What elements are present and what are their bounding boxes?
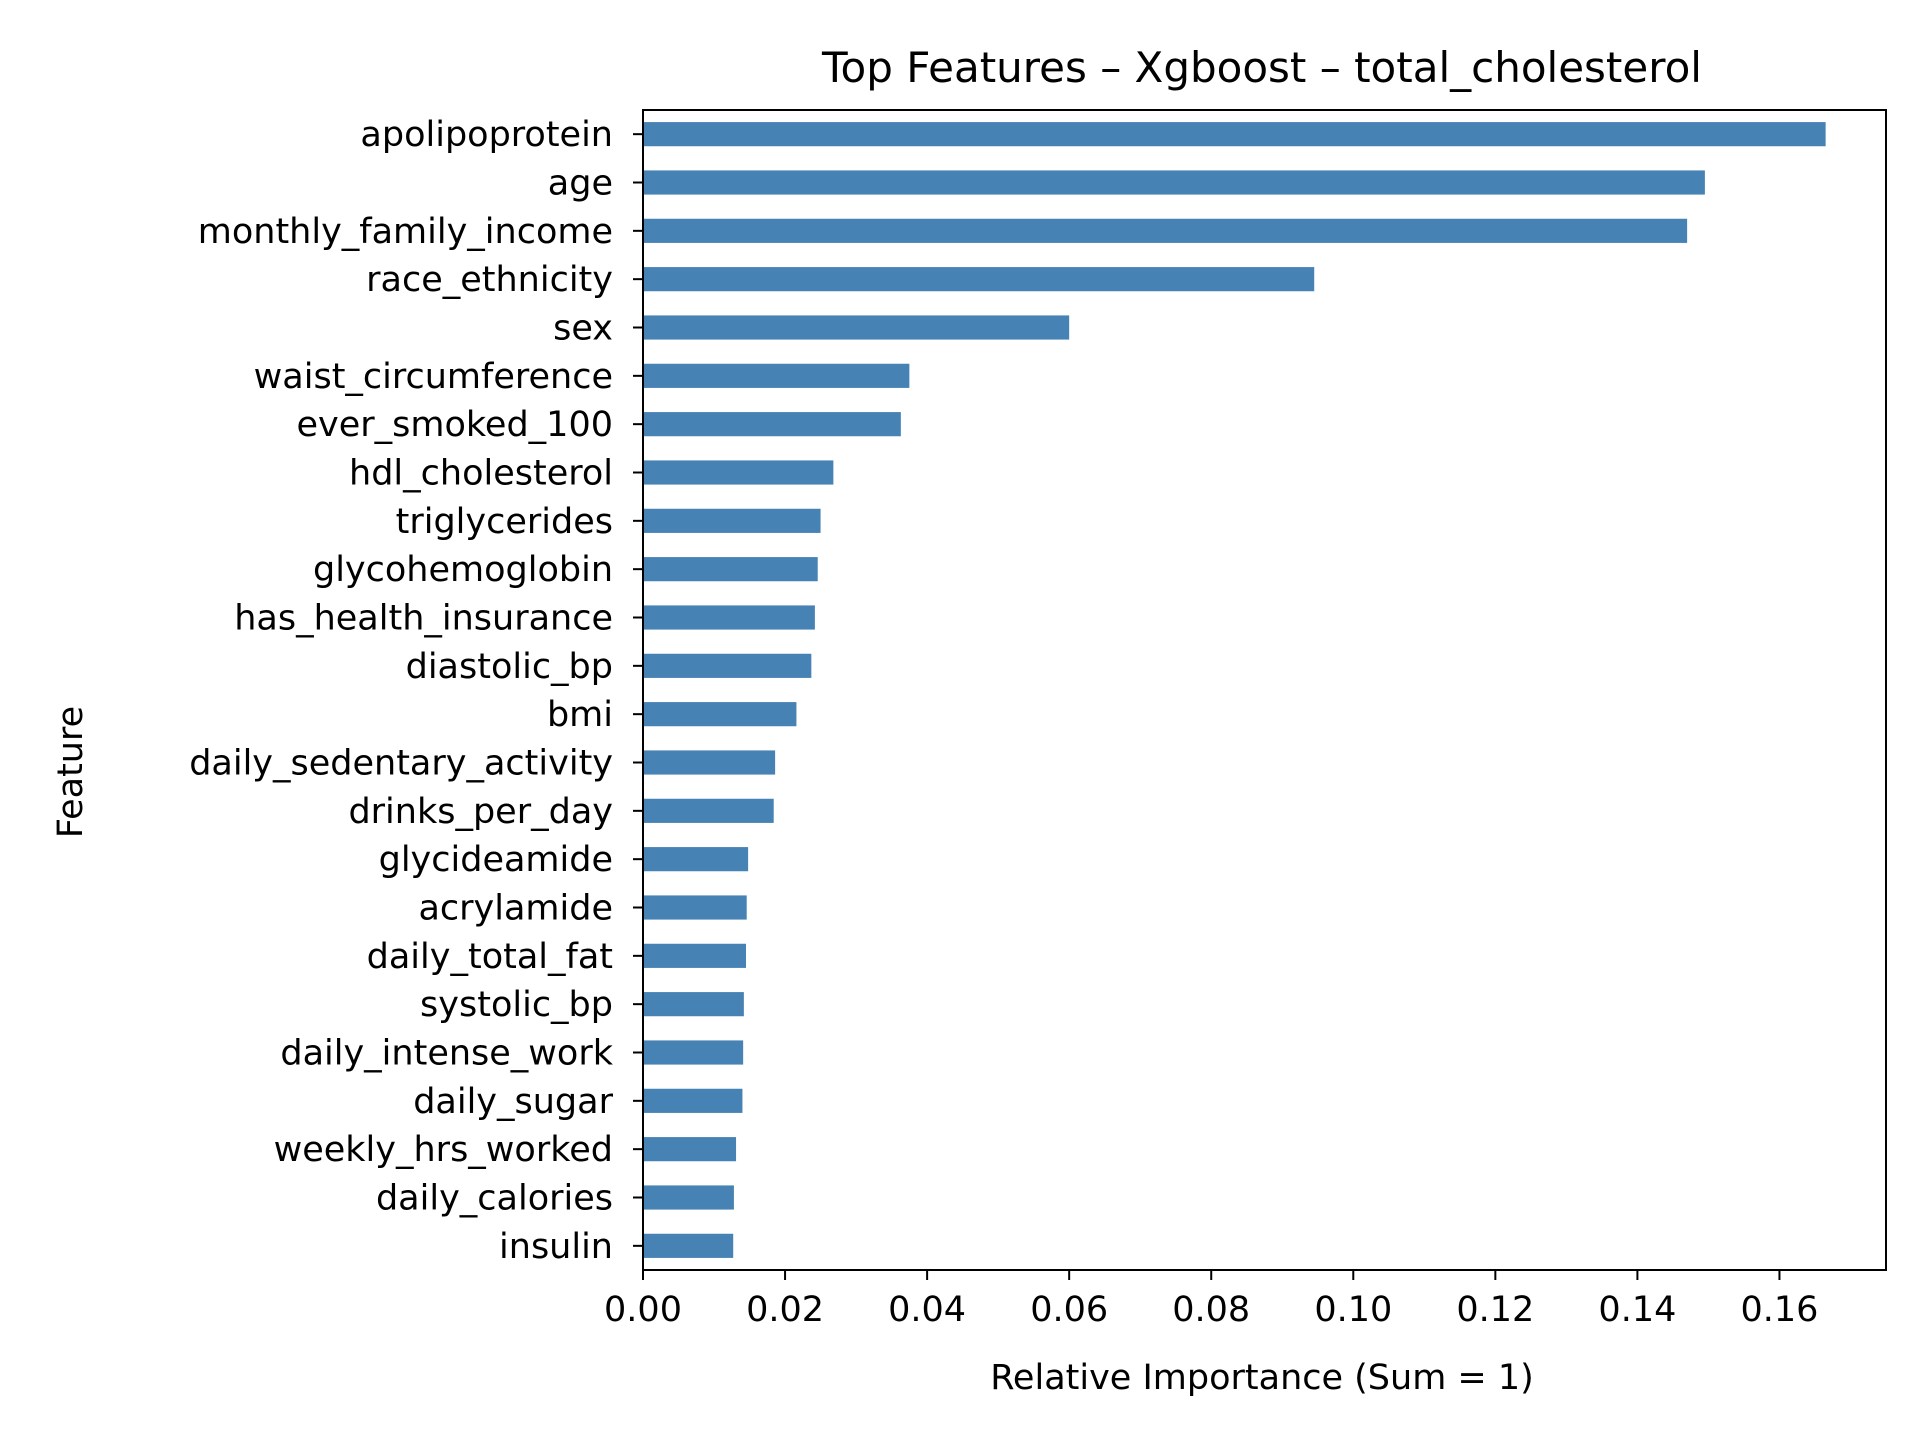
bar-glycideamide	[643, 847, 749, 872]
bar-glycohemoglobin	[643, 557, 818, 582]
y-tick-label: has_health_insurance	[234, 599, 613, 639]
bar-insulin	[643, 1233, 734, 1258]
y-tick-label: acrylamide	[418, 889, 613, 929]
bar-drinks_per_day	[643, 798, 774, 823]
bar-daily_sugar	[643, 1088, 743, 1113]
bar-diastolic_bp	[643, 653, 812, 678]
bar-age	[643, 170, 1705, 195]
y-tick-label: glycohemoglobin	[313, 550, 613, 590]
x-axis-title: Relative Importance (Sum = 1)	[990, 1358, 1534, 1398]
y-tick-label: weekly_hrs_worked	[274, 1130, 613, 1170]
x-tick-label: 0.02	[746, 1290, 824, 1330]
plot-frame	[642, 109, 1887, 1271]
bar-waist_circumference	[643, 363, 910, 388]
bar-sex	[643, 315, 1070, 340]
y-tick-label: apolipoprotein	[360, 115, 613, 155]
y-tick-label: daily_calories	[376, 1179, 613, 1219]
y-tick-label: diastolic_bp	[406, 647, 613, 687]
x-tick-label: 0.10	[1314, 1290, 1392, 1330]
y-tick-label: bmi	[547, 695, 613, 735]
x-tick-label: 0.12	[1456, 1290, 1534, 1330]
bars-layer	[643, 122, 1826, 1258]
bar-monthly_family_income	[643, 218, 1688, 243]
y-tick-label: sex	[553, 309, 613, 349]
bar-systolic_bp	[643, 992, 744, 1017]
y-tick-label: race_ethnicity	[366, 260, 613, 300]
x-tick-label: 0.06	[1030, 1290, 1108, 1330]
bar-hdl_cholesterol	[643, 460, 834, 485]
y-tick-label: daily_total_fat	[367, 937, 613, 977]
y-tick-label: age	[548, 164, 613, 204]
x-tick-label: 0.16	[1740, 1290, 1818, 1330]
x-tick-label: 0.00	[604, 1290, 682, 1330]
y-tick-label: triglycerides	[396, 502, 613, 542]
y-tick-label: waist_circumference	[254, 357, 613, 397]
x-tick-label: 0.08	[1172, 1290, 1250, 1330]
y-tick-label: daily_intense_work	[280, 1034, 613, 1074]
bar-triglycerides	[643, 508, 821, 533]
bar-has_health_insurance	[643, 605, 815, 630]
bar-apolipoprotein	[643, 122, 1826, 147]
bar-acrylamide	[643, 895, 747, 920]
y-tick-label: glycideamide	[379, 840, 613, 880]
bar-race_ethnicity	[643, 267, 1315, 292]
bar-ever_smoked_100	[643, 412, 901, 437]
y-tick-label: drinks_per_day	[348, 792, 613, 832]
axes-layer	[642, 109, 1887, 1271]
bar-daily_total_fat	[643, 943, 746, 968]
y-tick-label: ever_smoked_100	[297, 405, 614, 445]
y-tick-label: hdl_cholesterol	[349, 454, 613, 494]
y-axis-title: Feature	[51, 706, 91, 838]
x-tick-label: 0.14	[1598, 1290, 1676, 1330]
y-tick-label: insulin	[499, 1227, 613, 1267]
x-tick-label: 0.04	[888, 1290, 966, 1330]
y-tick-label: daily_sugar	[413, 1082, 613, 1122]
y-tick-label: systolic_bp	[420, 985, 613, 1025]
ticks-layer	[633, 133, 1781, 1280]
y-tick-label: monthly_family_income	[198, 212, 613, 252]
y-tick-label: daily_sedentary_activity	[189, 744, 613, 784]
chart-title: Top Features – Xgboost – total_cholester…	[821, 43, 1702, 92]
bar-daily_sedentary_activity	[643, 750, 776, 775]
bar-daily_calories	[643, 1185, 734, 1210]
bar-bmi	[643, 702, 797, 727]
bar-weekly_hrs_worked	[643, 1137, 737, 1162]
bar-daily_intense_work	[643, 1040, 744, 1065]
labels-layer: apolipoprotein age monthly_family_incomera…	[189, 115, 1818, 1330]
